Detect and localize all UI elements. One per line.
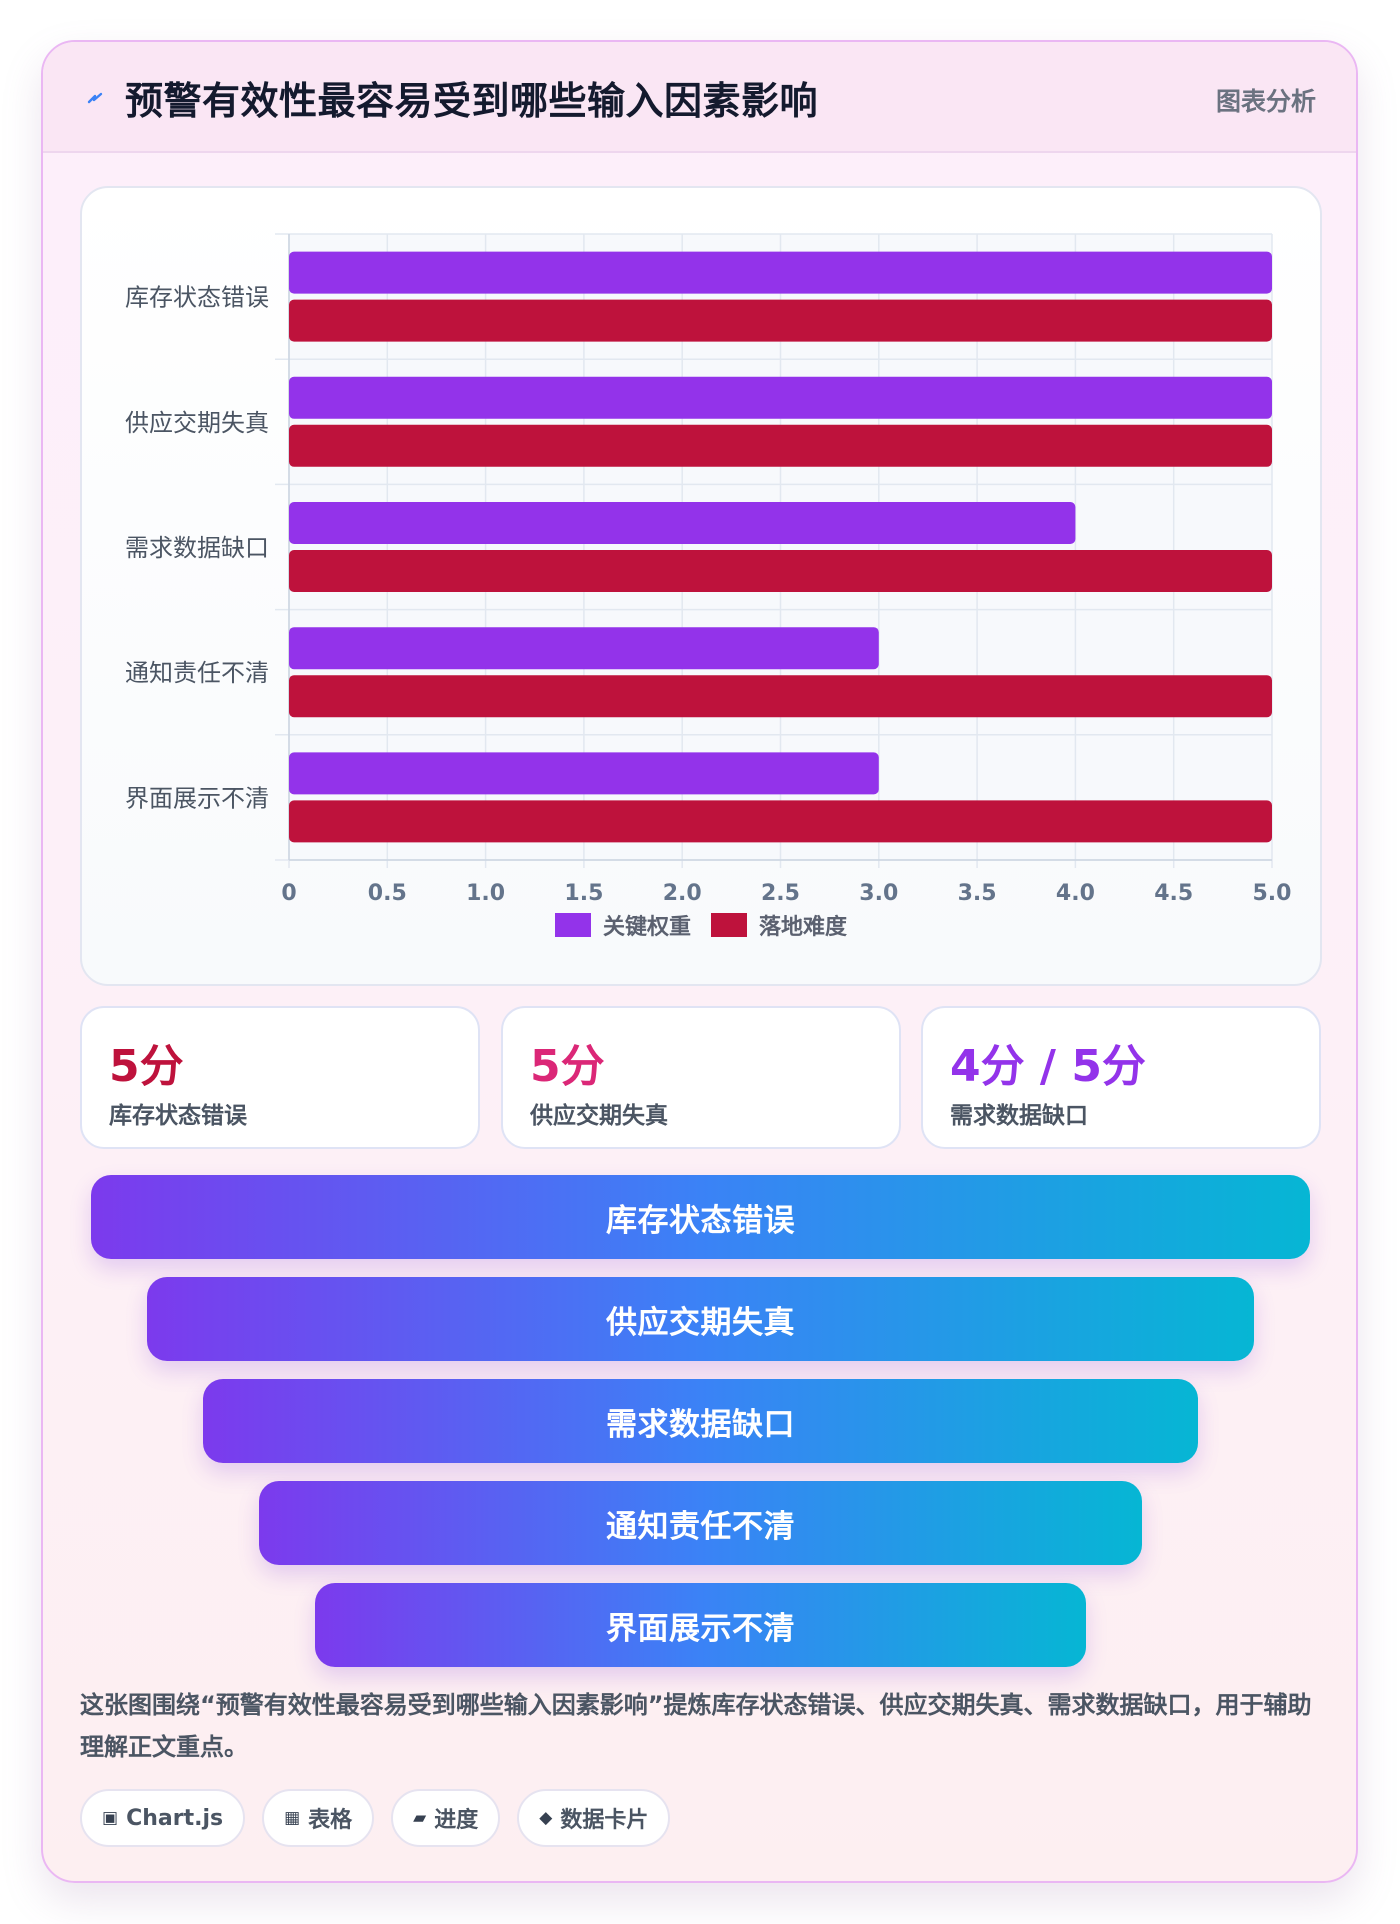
funnel-label-4: 通知责任不清 [606, 1508, 795, 1545]
card-header: 预警有效性最容易受到哪些输入因素影响 图表分析 [43, 42, 1356, 153]
bar-difficulty [289, 424, 1272, 467]
x-tick-label: 0.5 [368, 881, 407, 906]
chart-analysis-tag: 图表分析 [1215, 87, 1316, 116]
chart-panel: 0 0.5 1.0 1.5 2.0 2.5 3.0 3.5 4.0 4.5 5.0 库存状态错误 供应交… [80, 186, 1322, 986]
stat-card-2: 5分 供应交期失真 [501, 1006, 901, 1149]
x-tick-label: 1.0 [466, 881, 505, 906]
bar-difficulty [289, 800, 1272, 843]
y-category-label: 通知责任不清 [125, 659, 269, 687]
x-tick-label: 2.0 [663, 881, 702, 906]
y-category-label: 界面展示不清 [125, 784, 269, 812]
bar-chart: 0 0.5 1.0 1.5 2.0 2.5 3.0 3.5 4.0 4.5 5.0 库存状态错误供应交… [125, 233, 1292, 906]
stat-value-3: 4分 / 5分 [950, 1041, 1146, 1092]
lightning-icon [87, 92, 103, 104]
tag-chips: ▣ Chart.js ▦ 表格 ▰ 进度 ◆ 数据卡片 [80, 1789, 671, 1847]
bar-weight [289, 251, 1272, 294]
funnel-step-2: 供应交期失真 [147, 1277, 1254, 1361]
chip-label-table: 表格 [308, 1808, 353, 1833]
stat-card-1: 5分 库存状态错误 [80, 1006, 480, 1149]
chip-data-card[interactable]: ◆ 数据卡片 [517, 1789, 671, 1847]
stat-card-3: 4分 / 5分 需求数据缺口 [921, 1006, 1321, 1149]
funnel-step-5: 界面展示不清 [315, 1583, 1086, 1667]
x-tick-label: 4.0 [1056, 881, 1095, 906]
legend-swatch-difficulty [711, 913, 747, 937]
chip-chartjs[interactable]: ▣ Chart.js [80, 1789, 246, 1847]
x-tick-label: 3.0 [859, 881, 898, 906]
bar-weight [289, 502, 1076, 544]
progress-icon: ▰ [413, 1808, 427, 1828]
legend-item-weight[interactable]: 关键权重 [554, 909, 691, 941]
x-tick-label: 1.5 [564, 881, 603, 906]
bar-difficulty [289, 299, 1272, 342]
y-category-label: 库存状态错误 [125, 284, 269, 312]
x-tick-label: 2.5 [761, 881, 800, 906]
funnel-label-1: 库存状态错误 [606, 1202, 795, 1239]
stat-label-2: 供应交期失真 [530, 1103, 668, 1129]
x-tick-label: 4.5 [1154, 881, 1193, 906]
infographic-card: 预警有效性最容易受到哪些输入因素影响 图表分析 0 0.5 1.0 1.5 2.0 2.5… [41, 40, 1358, 1883]
funnel-step-4: 通知责任不清 [259, 1481, 1142, 1565]
x-tick-label: 5.0 [1253, 881, 1292, 906]
diamond-icon: ◆ [539, 1808, 553, 1828]
grid-icon: ▦ [284, 1808, 301, 1828]
chart-legend: 关键权重 落地难度 [82, 910, 1320, 940]
stat-value-2: 5分 [530, 1041, 605, 1092]
funnel-label-3: 需求数据缺口 [606, 1406, 795, 1443]
chip-label-chartjs: Chart.js [126, 1805, 224, 1831]
x-tick-label: 3.5 [958, 881, 997, 906]
y-category-label: 需求数据缺口 [125, 534, 269, 562]
funnel-step-3: 需求数据缺口 [203, 1379, 1198, 1463]
bar-weight [289, 376, 1272, 419]
bar-difficulty [289, 675, 1272, 718]
bar-weight [289, 627, 879, 670]
bar-difficulty [289, 550, 1272, 592]
bar-weight [289, 752, 879, 795]
stat-label-3: 需求数据缺口 [950, 1103, 1088, 1129]
chip-progress[interactable]: ▰ 进度 [391, 1789, 501, 1847]
page-title: 预警有效性最容易受到哪些输入因素影响 [125, 79, 819, 123]
y-category-label: 供应交期失真 [125, 409, 269, 437]
stat-value-1: 5分 [109, 1041, 184, 1092]
funnel-step-1: 库存状态错误 [91, 1175, 1310, 1259]
funnel-label-2: 供应交期失真 [606, 1304, 795, 1341]
funnel-label-5: 界面展示不清 [606, 1610, 795, 1647]
chip-table[interactable]: ▦ 表格 [262, 1789, 375, 1847]
legend-item-difficulty[interactable]: 落地难度 [711, 909, 847, 941]
legend-swatch-weight [554, 913, 591, 937]
chip-label-progress: 进度 [434, 1808, 479, 1833]
chart-icon: ▣ [102, 1808, 119, 1828]
legend-label-difficulty: 落地难度 [759, 915, 848, 940]
legend-label-weight: 关键权重 [602, 915, 691, 940]
summary-text: 这张图围绕“预警有效性最容易受到哪些输入因素影响”提炼库存状态错误、供应交期失真… [80, 1691, 1312, 1761]
chip-label-data-card: 数据卡片 [560, 1808, 649, 1833]
stat-label-1: 库存状态错误 [109, 1103, 247, 1129]
x-tick-label: 0 [281, 881, 296, 906]
